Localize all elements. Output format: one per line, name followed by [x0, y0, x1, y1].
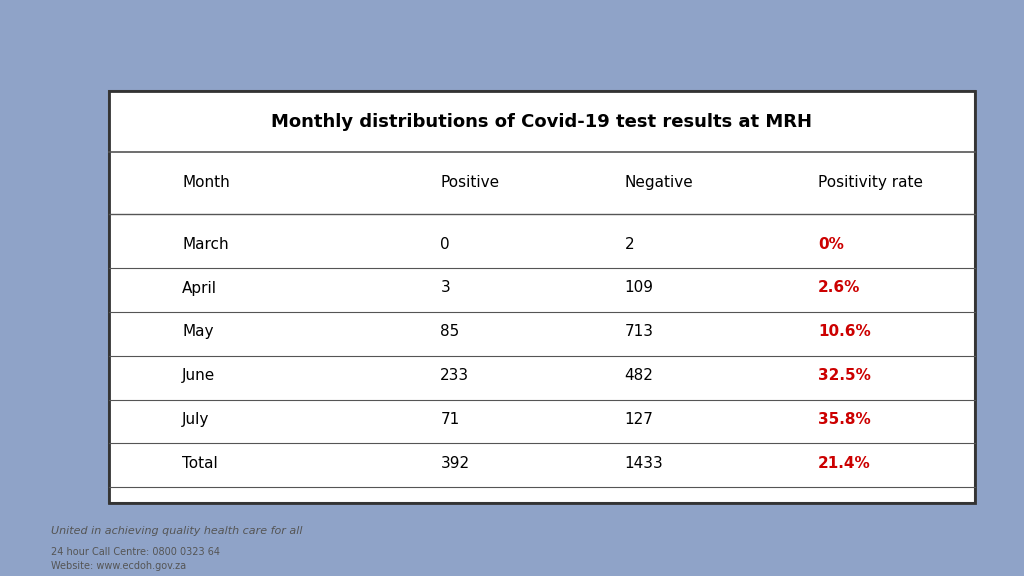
- Text: 32.5%: 32.5%: [818, 368, 871, 383]
- Text: 713: 713: [625, 324, 653, 339]
- Text: Negative: Negative: [625, 176, 693, 191]
- Text: June: June: [182, 368, 215, 383]
- Text: 3: 3: [440, 281, 451, 295]
- Text: Website: www.ecdoh.gov.za: Website: www.ecdoh.gov.za: [51, 560, 186, 571]
- Text: 233: 233: [440, 368, 469, 383]
- Text: 1433: 1433: [625, 456, 664, 471]
- Text: Total: Total: [182, 456, 218, 471]
- Text: March: March: [182, 237, 229, 252]
- Text: 10.6%: 10.6%: [818, 324, 871, 339]
- Text: 0%: 0%: [818, 237, 844, 252]
- Text: 85: 85: [440, 324, 460, 339]
- Text: 71: 71: [440, 412, 460, 427]
- Text: 35.8%: 35.8%: [818, 412, 871, 427]
- Text: 24 hour Call Centre: 0800 0323 64: 24 hour Call Centre: 0800 0323 64: [51, 547, 220, 557]
- Text: United in achieving quality health care for all: United in achieving quality health care …: [51, 526, 303, 536]
- Text: 2.6%: 2.6%: [818, 281, 860, 295]
- Text: 127: 127: [625, 412, 653, 427]
- Text: 482: 482: [625, 368, 653, 383]
- Text: Positive: Positive: [440, 176, 500, 191]
- Text: Positivity rate: Positivity rate: [818, 176, 924, 191]
- Text: Monthly distributions of Covid-19 test results at MRH: Monthly distributions of Covid-19 test r…: [271, 113, 812, 131]
- Text: July: July: [182, 412, 210, 427]
- Text: 0: 0: [440, 237, 450, 252]
- Text: May: May: [182, 324, 214, 339]
- Text: 21.4%: 21.4%: [818, 456, 871, 471]
- Text: 2: 2: [625, 237, 634, 252]
- Text: 392: 392: [440, 456, 469, 471]
- Text: 109: 109: [625, 281, 653, 295]
- FancyBboxPatch shape: [109, 91, 975, 502]
- Text: April: April: [182, 281, 217, 295]
- Text: Month: Month: [182, 176, 230, 191]
